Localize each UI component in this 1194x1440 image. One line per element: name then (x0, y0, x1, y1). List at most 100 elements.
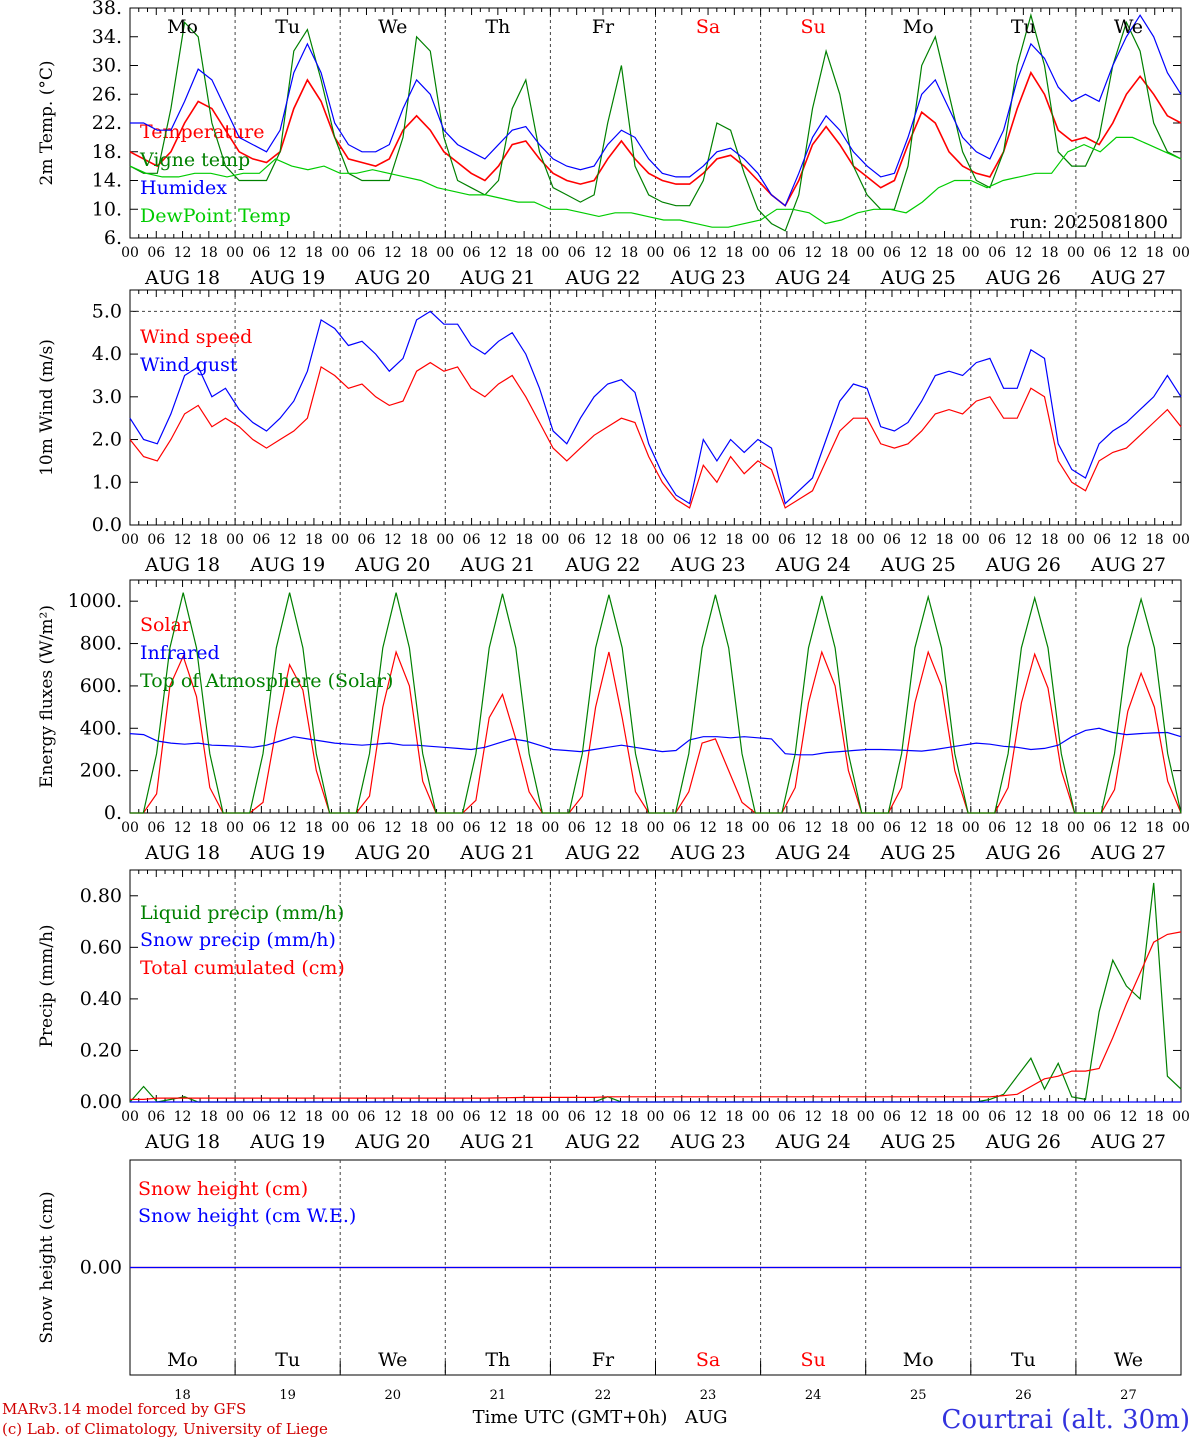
series-line-humidex (130, 14, 1182, 207)
hour-tick-label: 12 (909, 532, 927, 548)
hour-tick-label: 12 (174, 532, 192, 548)
hour-tick-label: 18 (1041, 1109, 1059, 1125)
hour-tick-label: 06 (778, 1109, 796, 1125)
hour-tick-label: 12 (1120, 1109, 1138, 1125)
hour-tick-label: 00 (226, 820, 244, 836)
hour-tick-label: 18 (200, 820, 218, 836)
hour-tick-label: 12 (279, 532, 297, 548)
hour-tick-label: 06 (463, 820, 481, 836)
series-line-infrared (129, 727, 1182, 756)
hour-tick-label: 06 (1093, 532, 1111, 548)
hour-tick-label: 00 (647, 1109, 665, 1125)
hour-tick-label: 12 (909, 245, 927, 261)
hour-tick-label: 18 (305, 1109, 323, 1125)
hour-tick-label: 00 (1172, 1109, 1190, 1125)
hour-tick-label: 00 (647, 245, 665, 261)
weekday-label: Mo (167, 16, 198, 38)
hour-tick-label: 00 (226, 532, 244, 548)
date-label: AUG 23 (669, 554, 745, 576)
hour-tick-label: 12 (279, 1109, 297, 1125)
y-tick-label: 3.0 (92, 386, 122, 408)
hour-tick-label: 12 (489, 1109, 507, 1125)
weekday-label: We (1114, 16, 1143, 38)
day-number-label: 26 (1015, 1388, 1032, 1403)
date-label: AUG 24 (775, 842, 851, 864)
hour-tick-label: 06 (463, 245, 481, 261)
hour-tick-label: 00 (647, 532, 665, 548)
hour-tick-label: 18 (305, 532, 323, 548)
hour-tick-label: 12 (384, 1109, 402, 1125)
hour-tick-label: 06 (673, 245, 691, 261)
y-axis-label: 10m Wind (m/s) (37, 339, 57, 476)
hour-tick-label: 00 (541, 1109, 559, 1125)
date-label: AUG 19 (249, 267, 325, 289)
date-label: AUG 20 (354, 554, 430, 576)
day-number-label: 21 (490, 1388, 507, 1403)
hour-tick-label: 18 (515, 245, 533, 261)
series-line-wind-speed (129, 361, 1182, 509)
y-tick-label: 0.0 (92, 514, 122, 536)
hour-tick-label: 06 (988, 1109, 1006, 1125)
hour-tick-label: 12 (594, 820, 612, 836)
hour-tick-label: 18 (515, 532, 533, 548)
hour-tick-label: 18 (305, 245, 323, 261)
hour-tick-label: 18 (200, 1109, 218, 1125)
date-label: AUG 25 (880, 842, 956, 864)
y-tick-label: 800. (80, 633, 122, 655)
date-label: AUG 24 (775, 554, 851, 576)
hour-tick-label: 12 (699, 1109, 717, 1125)
hour-tick-label: 18 (200, 532, 218, 548)
legend-dewpoint-temp: DewPoint Temp (140, 205, 291, 227)
hour-tick-label: 12 (699, 532, 717, 548)
hour-tick-label: 06 (988, 245, 1006, 261)
hour-tick-label: 00 (857, 1109, 875, 1125)
footer: MARv3.14 model forced by GFS (c) Lab. of … (2, 1400, 1190, 1438)
legend-infrared: Infrared (140, 642, 220, 664)
y-tick-label: 6. (104, 227, 122, 249)
legend-snow-height-cm: Snow height (cm) (138, 1178, 308, 1200)
hour-tick-label: 12 (1120, 820, 1138, 836)
y-tick-label: 4.0 (92, 343, 122, 365)
hour-tick-label: 06 (673, 1109, 691, 1125)
hour-tick-label: 12 (699, 820, 717, 836)
weekday-label: We (1114, 1349, 1143, 1371)
hour-tick-label: 00 (226, 1109, 244, 1125)
hour-tick-label: 00 (1067, 1109, 1085, 1125)
hour-tick-label: 12 (1014, 532, 1032, 548)
hour-tick-label: 00 (541, 820, 559, 836)
hour-tick-label: 18 (1146, 1109, 1164, 1125)
date-label: AUG 24 (775, 267, 851, 289)
hour-tick-label: 06 (988, 820, 1006, 836)
hour-tick-label: 18 (620, 245, 638, 261)
weekday-label: Tu (1011, 16, 1036, 38)
hour-tick-label: 00 (857, 820, 875, 836)
station-label: Courtrai (alt. 30m) (942, 1405, 1191, 1435)
hour-tick-label: 06 (1093, 245, 1111, 261)
date-label: AUG 24 (775, 1131, 851, 1153)
hour-tick-label: 00 (1067, 245, 1085, 261)
hour-tick-label: 18 (725, 820, 743, 836)
hour-tick-label: 00 (331, 820, 349, 836)
panel-1: 6. 10. 14. 18. 22. 26. 30. 34. 38. 2m Temp. (°C) T… (37, 0, 1190, 289)
y-axis-label: Energy fluxes (W/m²) (37, 605, 57, 788)
weekday-label: Sa (696, 1349, 720, 1371)
y-tick-label: 5.0 (92, 300, 122, 322)
day-number-label: 20 (384, 1388, 401, 1403)
hour-tick-label: 06 (1093, 820, 1111, 836)
hour-tick-label: 00 (541, 245, 559, 261)
date-label: AUG 26 (985, 267, 1061, 289)
date-label: AUG 25 (880, 554, 956, 576)
hour-tick-label: 12 (174, 1109, 192, 1125)
hour-tick-label: 06 (673, 532, 691, 548)
date-label: AUG 20 (354, 267, 430, 289)
date-label: AUG 27 (1090, 1131, 1166, 1153)
panel-4: 0.00 0.20 0.40 0.60 0.80 Precip (mm/h) Liquid … (37, 869, 1190, 1153)
hour-tick-label: 00 (436, 532, 454, 548)
y-axis-label: Snow height (cm) (37, 1191, 57, 1343)
hour-tick-label: 00 (647, 820, 665, 836)
series-line-dewpoint-temp (129, 136, 1182, 228)
hour-tick-label: 00 (121, 245, 139, 261)
hour-tick-label: 12 (1014, 245, 1032, 261)
weekday-label: Mo (903, 16, 934, 38)
hour-tick-label: 00 (962, 245, 980, 261)
